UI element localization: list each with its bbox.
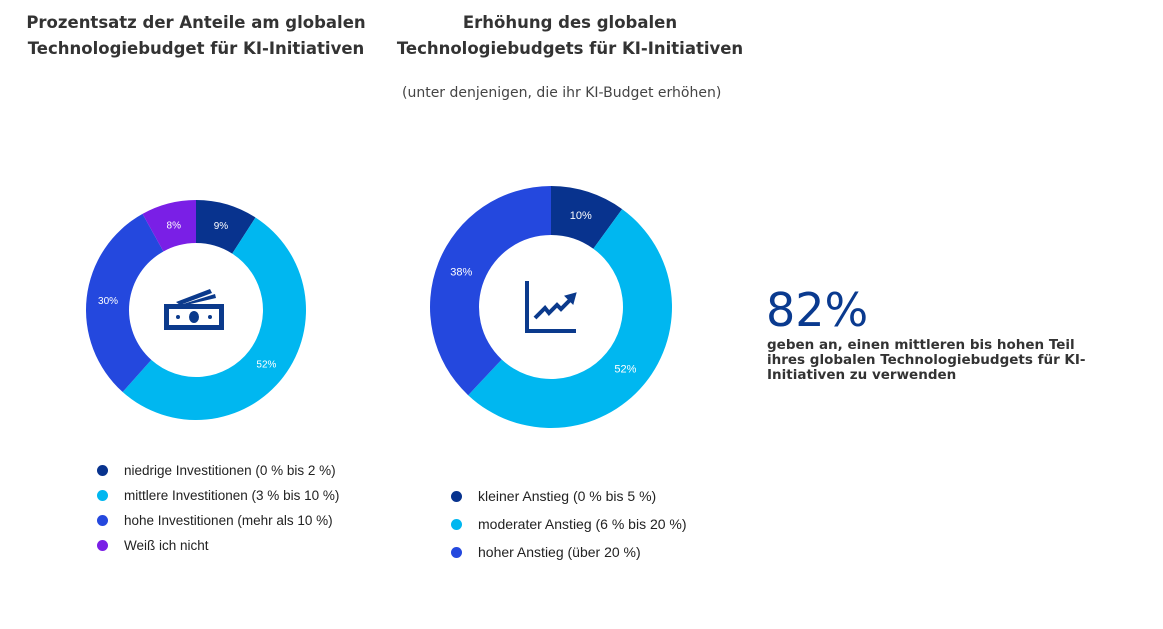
donut-slice <box>551 186 623 249</box>
legend-dot-icon <box>451 490 462 502</box>
legend-label: Weiß ich nicht <box>124 538 209 553</box>
legend-item: hohe Investitionen (mehr als 10 %) <box>97 508 339 533</box>
legend-dot-icon <box>97 490 108 501</box>
legend-label: niedrige Investitionen (0 % bis 2 %) <box>124 463 336 478</box>
legend-label: hohe Investitionen (mehr als 10 %) <box>124 513 333 528</box>
donut-slice <box>142 200 196 252</box>
chart2-legend: kleiner Anstieg (0 % bis 5 %) moderater A… <box>451 482 687 566</box>
legend-item: kleiner Anstieg (0 % bis 5 %) <box>451 482 687 510</box>
slice-label: 52% <box>256 360 276 371</box>
donut-slice <box>122 217 306 420</box>
slice-label: 30% <box>98 296 118 307</box>
chart1-legend: niedrige Investitionen (0 % bis 2 %) mitt… <box>97 458 339 558</box>
growth-chart-icon <box>525 281 577 333</box>
legend-item: niedrige Investitionen (0 % bis 2 %) <box>97 458 339 483</box>
legend-dot-icon <box>97 465 108 476</box>
legend-dot-icon <box>451 546 462 558</box>
legend-item: Weiß ich nicht <box>97 533 339 558</box>
slice-label: 10% <box>570 210 592 222</box>
legend-item: hoher Anstieg (über 20 %) <box>451 538 687 566</box>
donut-slice <box>196 200 256 254</box>
slice-label: 38% <box>450 266 472 278</box>
chart2-title: Erhöhung des globalen Technologiebudgets… <box>396 13 744 58</box>
legend-dot-icon <box>451 518 462 530</box>
legend-label: hoher Anstieg (über 20 %) <box>478 544 641 560</box>
stat-value: 82% <box>766 283 869 337</box>
slice-label: 8% <box>167 220 182 231</box>
slice-label: 52% <box>614 364 636 376</box>
legend-dot-icon <box>97 540 108 551</box>
stat-text: geben an, einen mittleren bis hohen Teil… <box>767 337 1086 383</box>
donut-slice <box>85 213 164 392</box>
legend-item: mittlere Investitionen (3 % bis 10 %) <box>97 483 339 508</box>
chart1-title: Prozentsatz der Anteile am globalen Tech… <box>26 13 366 58</box>
donut-slice <box>468 209 672 429</box>
legend-label: moderater Anstieg (6 % bis 20 %) <box>478 516 687 532</box>
legend-label: mittlere Investitionen (3 % bis 10 %) <box>124 488 340 503</box>
legend-dot-icon <box>97 515 108 526</box>
legend-label: kleiner Anstieg (0 % bis 5 %) <box>478 488 657 504</box>
money-icon <box>164 289 224 330</box>
chart2-subtitle: (unter denjenigen, die ihr KI-Budget erh… <box>402 85 722 101</box>
legend-item: moderater Anstieg (6 % bis 20 %) <box>451 510 687 538</box>
donut-slice <box>429 186 551 396</box>
slice-label: 9% <box>214 221 229 232</box>
